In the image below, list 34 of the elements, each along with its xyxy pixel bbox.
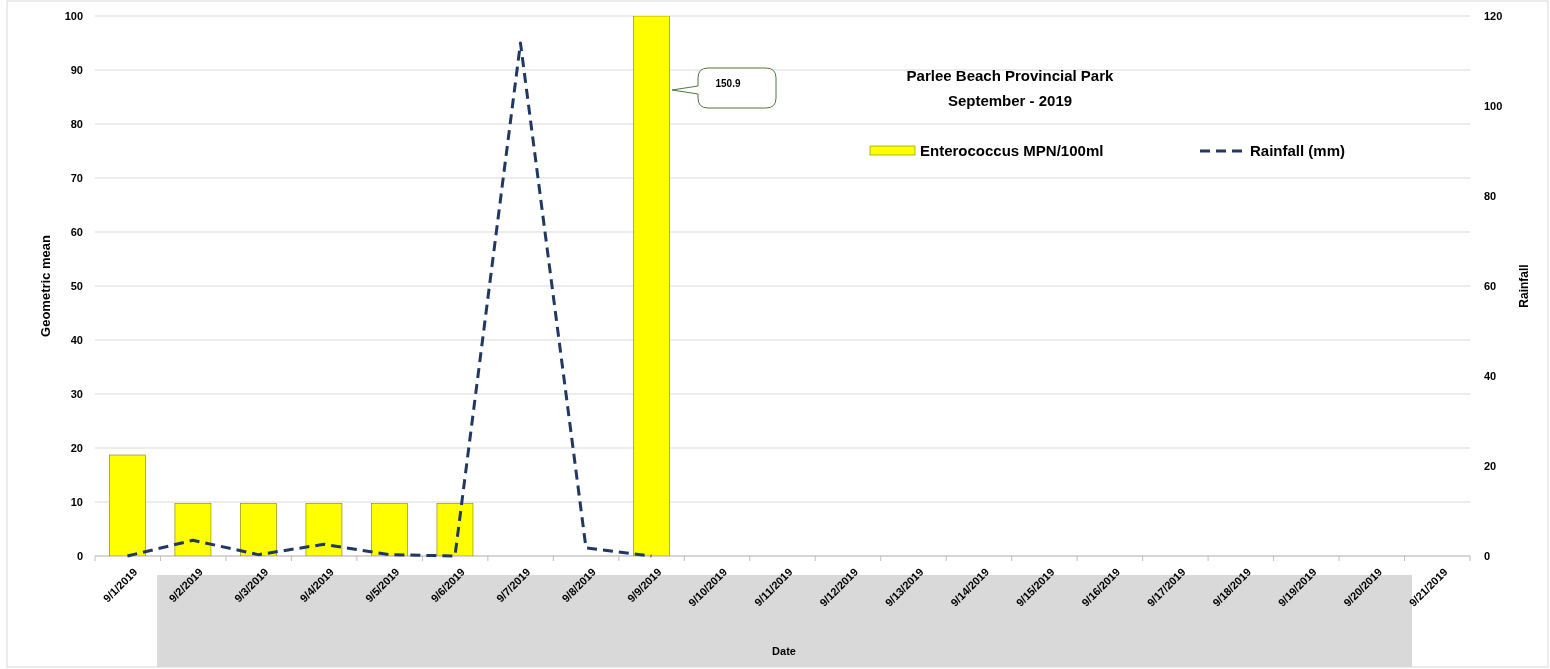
legend-label: Rainfall (mm) <box>1250 142 1346 160</box>
y-tick-label: 100 <box>64 9 83 22</box>
y2-tick-label: 20 <box>1484 459 1497 472</box>
bar <box>633 16 670 556</box>
y-tick-label: 30 <box>70 387 83 400</box>
y-tick-label: 80 <box>70 117 83 130</box>
y2-tick-label: 0 <box>1484 549 1491 562</box>
y-tick-label: 10 <box>70 495 83 508</box>
bar <box>174 503 212 556</box>
bar <box>240 503 277 556</box>
bar <box>371 503 408 556</box>
x-axis-title: Date <box>772 645 796 657</box>
text: Parlee Beach Provincial Park <box>906 67 1115 84</box>
y-tick-label: 90 <box>70 63 83 76</box>
y2-axis-title: Rainfall <box>1517 264 1531 308</box>
bar <box>305 503 343 556</box>
y-tick-label: 60 <box>70 225 83 238</box>
y2-tick-label: 40 <box>1484 369 1497 382</box>
legend-label: Enterococcus MPN/100ml <box>920 142 1104 160</box>
annotation: 150.9 <box>715 78 741 89</box>
y-tick-label: 40 <box>70 333 83 346</box>
text: September - 2019 <box>947 92 1073 109</box>
y2-tick-label: 100 <box>1484 99 1503 112</box>
bar <box>109 454 146 556</box>
y2-tick-label: 60 <box>1484 279 1497 292</box>
y-tick-label: 50 <box>70 279 83 292</box>
y-tick-label: 70 <box>70 171 83 184</box>
y-tick-label: 20 <box>70 441 83 454</box>
y2-tick-label: 80 <box>1484 189 1497 202</box>
y-axis-title: Geometric mean <box>38 235 53 337</box>
bar <box>436 503 474 556</box>
line-series <box>125 41 653 558</box>
y-tick-label: 0 <box>76 549 83 562</box>
y2-tick-label: 120 <box>1484 9 1503 22</box>
